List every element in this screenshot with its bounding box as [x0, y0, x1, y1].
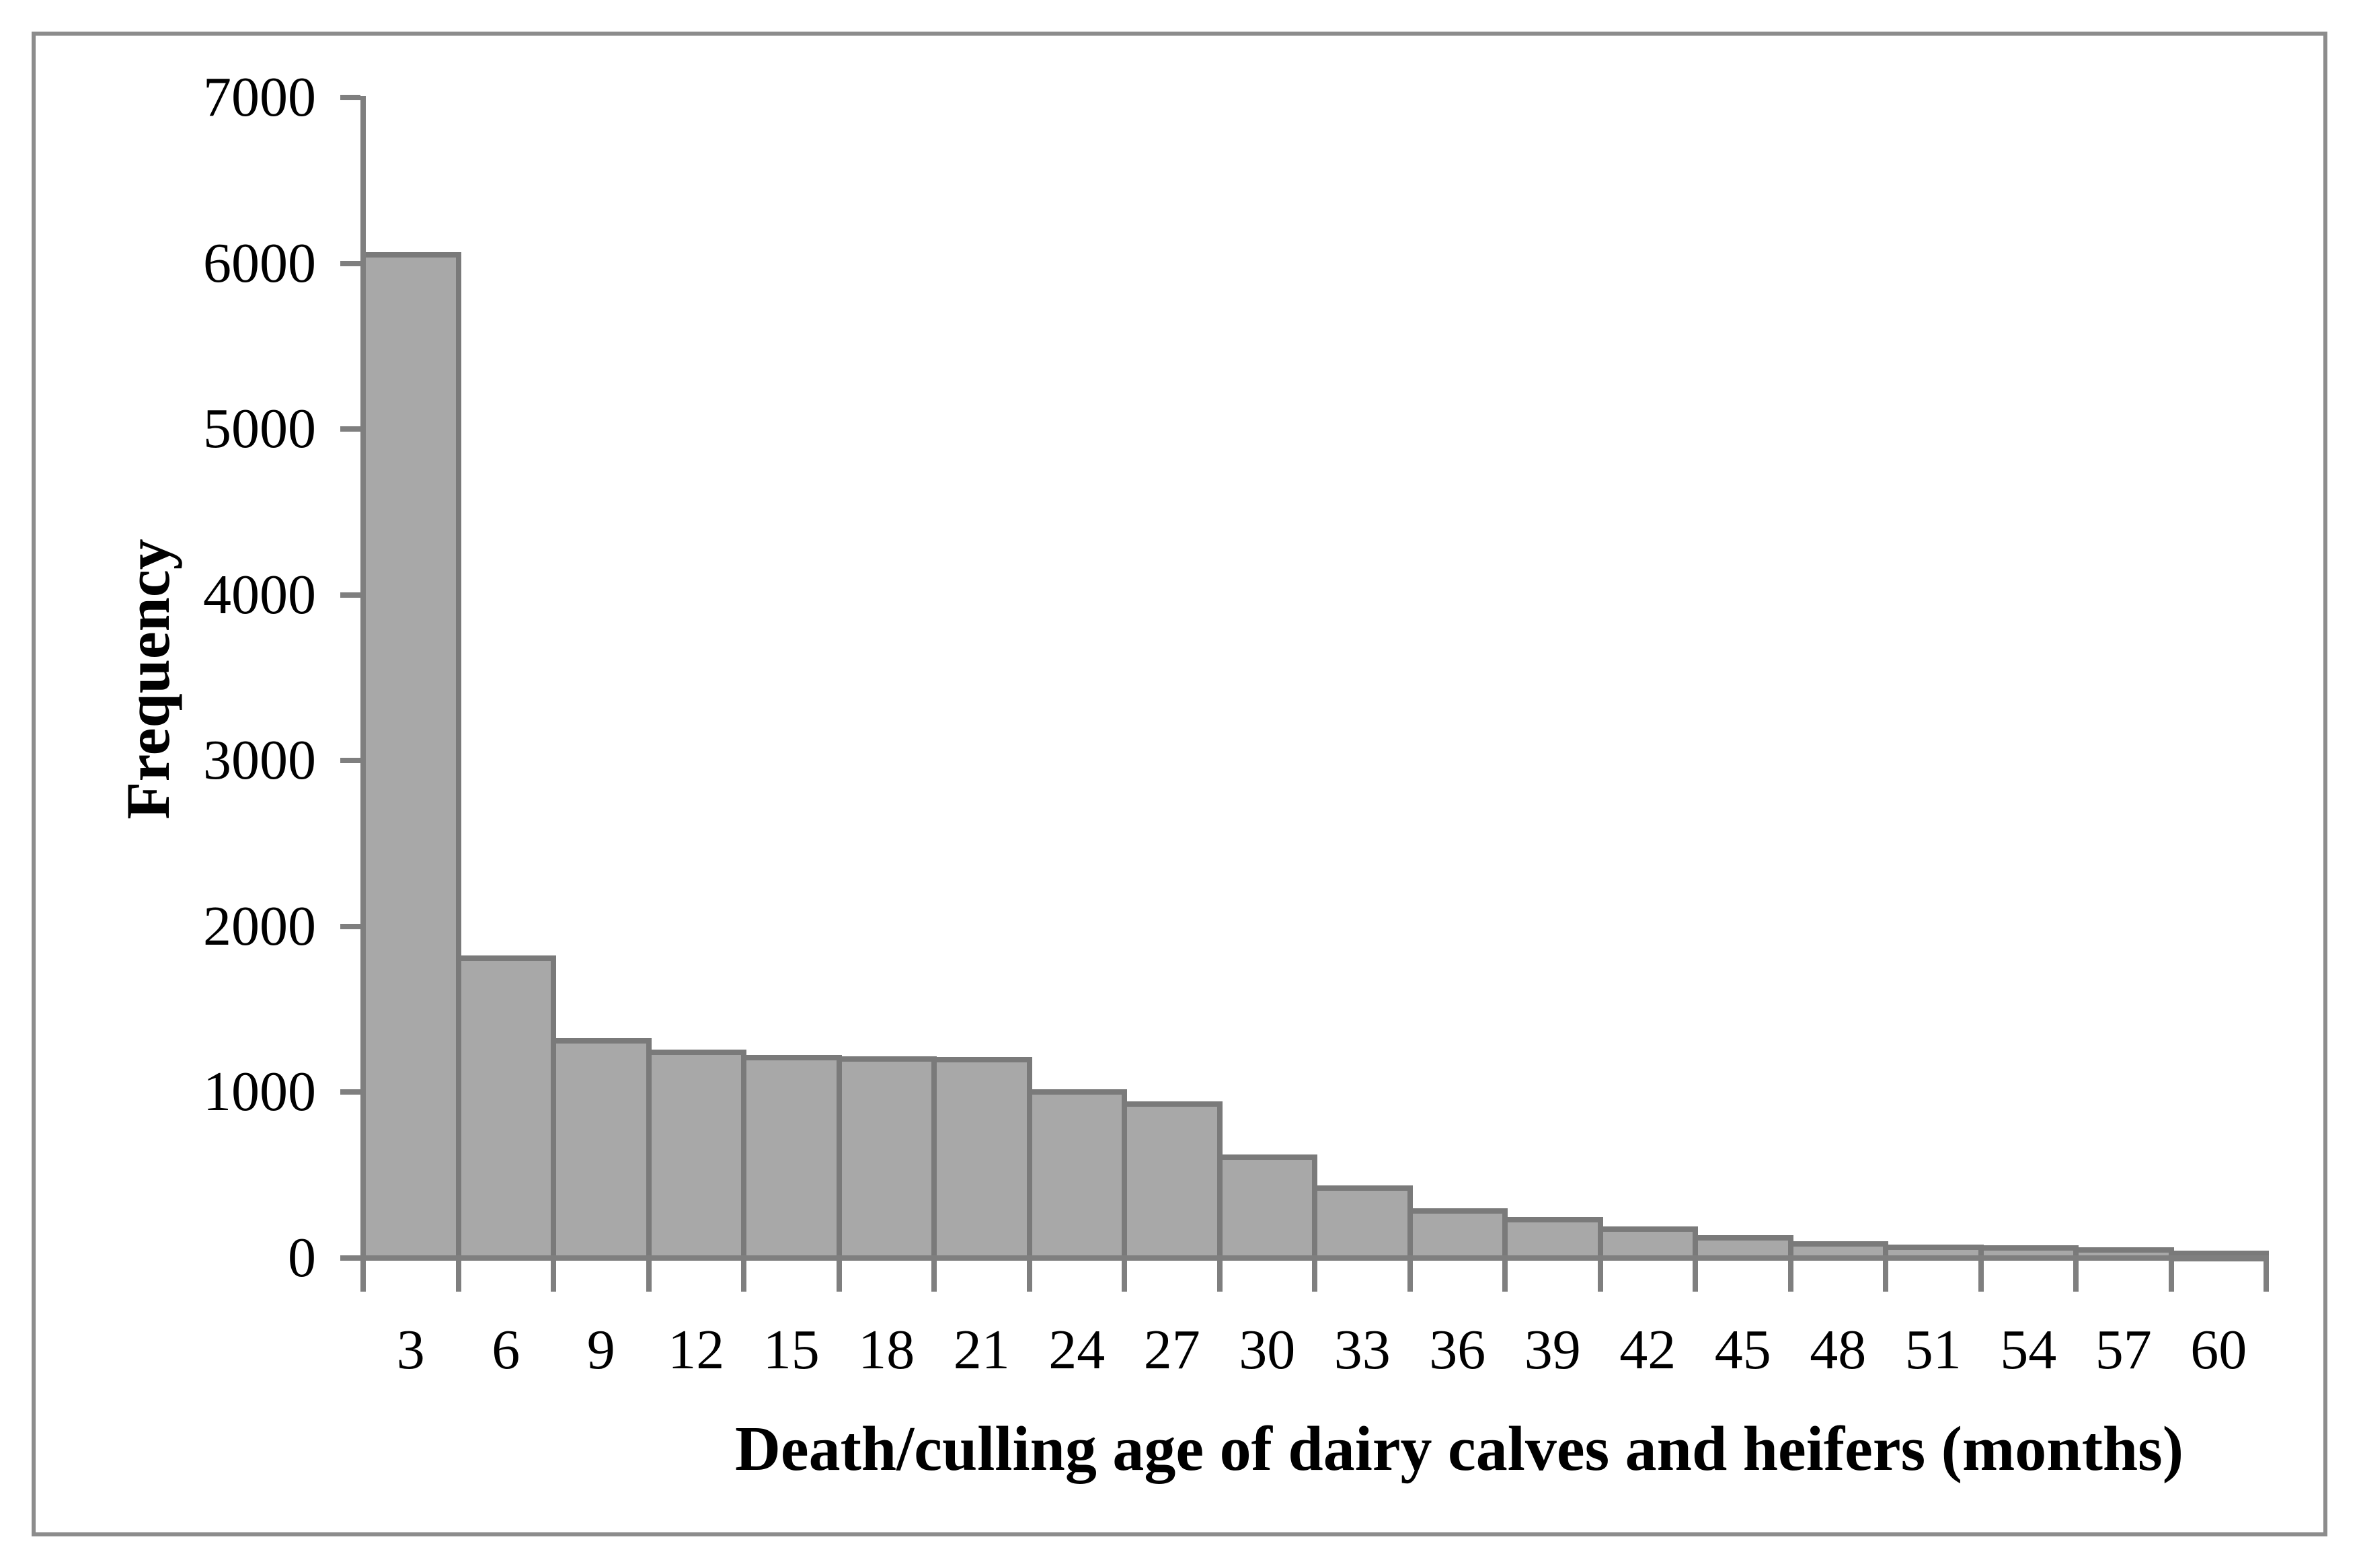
x-tick-boundary-3 [646, 1261, 652, 1292]
x-tick-label-6: 6 [492, 1319, 520, 1381]
y-tick-label-2000: 2000 [203, 894, 316, 957]
x-tick-boundary-7 [1026, 1261, 1032, 1292]
x-tick-label-36: 36 [1429, 1319, 1486, 1381]
x-axis-line [360, 1255, 2269, 1261]
x-tick-label-42: 42 [1619, 1319, 1676, 1381]
x-tick-label-60: 60 [2190, 1319, 2247, 1381]
x-tick-boundary-0 [360, 1261, 366, 1292]
bar-6-months [455, 955, 556, 1261]
bar-27-months [1122, 1101, 1223, 1261]
bar-9-months [551, 1037, 652, 1261]
x-tick-boundary-11 [1407, 1261, 1413, 1292]
x-tick-boundary-4 [741, 1261, 746, 1292]
x-tick-boundary-18 [2073, 1261, 2079, 1292]
x-tick-label-18: 18 [858, 1319, 915, 1381]
bar-30-months [1216, 1154, 1317, 1261]
y-tick-label-5000: 5000 [203, 397, 316, 461]
x-tick-boundary-19 [2168, 1261, 2174, 1292]
y-tick-label-3000: 3000 [203, 729, 316, 792]
x-tick-boundary-5 [836, 1261, 842, 1292]
bar-18-months [836, 1056, 937, 1261]
x-tick-boundary-20 [2264, 1261, 2269, 1292]
x-tick-boundary-15 [1787, 1261, 1793, 1292]
x-tick-label-9: 9 [586, 1319, 615, 1381]
y-tick-label-4000: 4000 [203, 563, 316, 626]
x-tick-boundary-8 [1122, 1261, 1127, 1292]
y-tick-6000 [340, 260, 360, 266]
x-tick-boundary-16 [1883, 1261, 1888, 1292]
x-tick-boundary-12 [1502, 1261, 1508, 1292]
x-tick-label-33: 33 [1333, 1319, 1391, 1381]
y-tick-label-1000: 1000 [203, 1060, 316, 1124]
bar-12-months [646, 1050, 746, 1261]
x-tick-label-51: 51 [1904, 1319, 1962, 1381]
y-axis-title: Frequency [114, 539, 182, 820]
y-tick-4000 [340, 592, 360, 598]
x-tick-boundary-10 [1312, 1261, 1317, 1292]
x-tick-boundary-6 [931, 1261, 937, 1292]
y-tick-5000 [340, 426, 360, 432]
y-tick-label-6000: 6000 [203, 231, 316, 295]
y-tick-2000 [340, 923, 360, 929]
y-tick-7000 [340, 95, 360, 100]
figure-border [32, 32, 2327, 1536]
bar-24-months [1026, 1089, 1127, 1261]
x-tick-boundary-13 [1597, 1261, 1603, 1292]
x-tick-label-15: 15 [763, 1319, 820, 1381]
x-tick-label-54: 54 [2000, 1319, 2057, 1381]
y-tick-label-7000: 7000 [203, 66, 316, 128]
x-tick-label-30: 30 [1239, 1319, 1296, 1381]
x-tick-label-24: 24 [1048, 1319, 1106, 1381]
x-tick-label-57: 57 [2095, 1319, 2152, 1381]
x-tick-label-39: 39 [1524, 1319, 1581, 1381]
x-tick-boundary-1 [455, 1261, 461, 1292]
x-tick-boundary-2 [551, 1261, 556, 1292]
x-tick-boundary-9 [1216, 1261, 1223, 1292]
y-axis-line [360, 96, 366, 1261]
bar-39-months [1502, 1217, 1603, 1261]
bar-33-months [1312, 1185, 1413, 1261]
bar-21-months [931, 1057, 1032, 1261]
x-tick-label-48: 48 [1810, 1319, 1867, 1381]
y-tick-1000 [340, 1089, 360, 1095]
x-tick-label-45: 45 [1714, 1319, 1771, 1381]
x-tick-boundary-14 [1693, 1261, 1698, 1292]
y-tick-3000 [340, 758, 360, 764]
x-tick-label-12: 12 [668, 1319, 725, 1381]
y-tick-label-0: 0 [288, 1226, 316, 1289]
x-axis-title: Death/culling age of dairy calves and he… [734, 1414, 2184, 1484]
bar-36-months [1407, 1208, 1508, 1261]
x-tick-label-21: 21 [953, 1319, 1010, 1381]
x-tick-boundary-17 [1978, 1261, 1984, 1292]
x-tick-label-27: 27 [1143, 1319, 1200, 1381]
y-tick-0 [340, 1255, 360, 1261]
x-tick-label-3: 3 [396, 1319, 425, 1381]
bar-3-months [360, 252, 461, 1261]
bar-15-months [741, 1054, 842, 1261]
